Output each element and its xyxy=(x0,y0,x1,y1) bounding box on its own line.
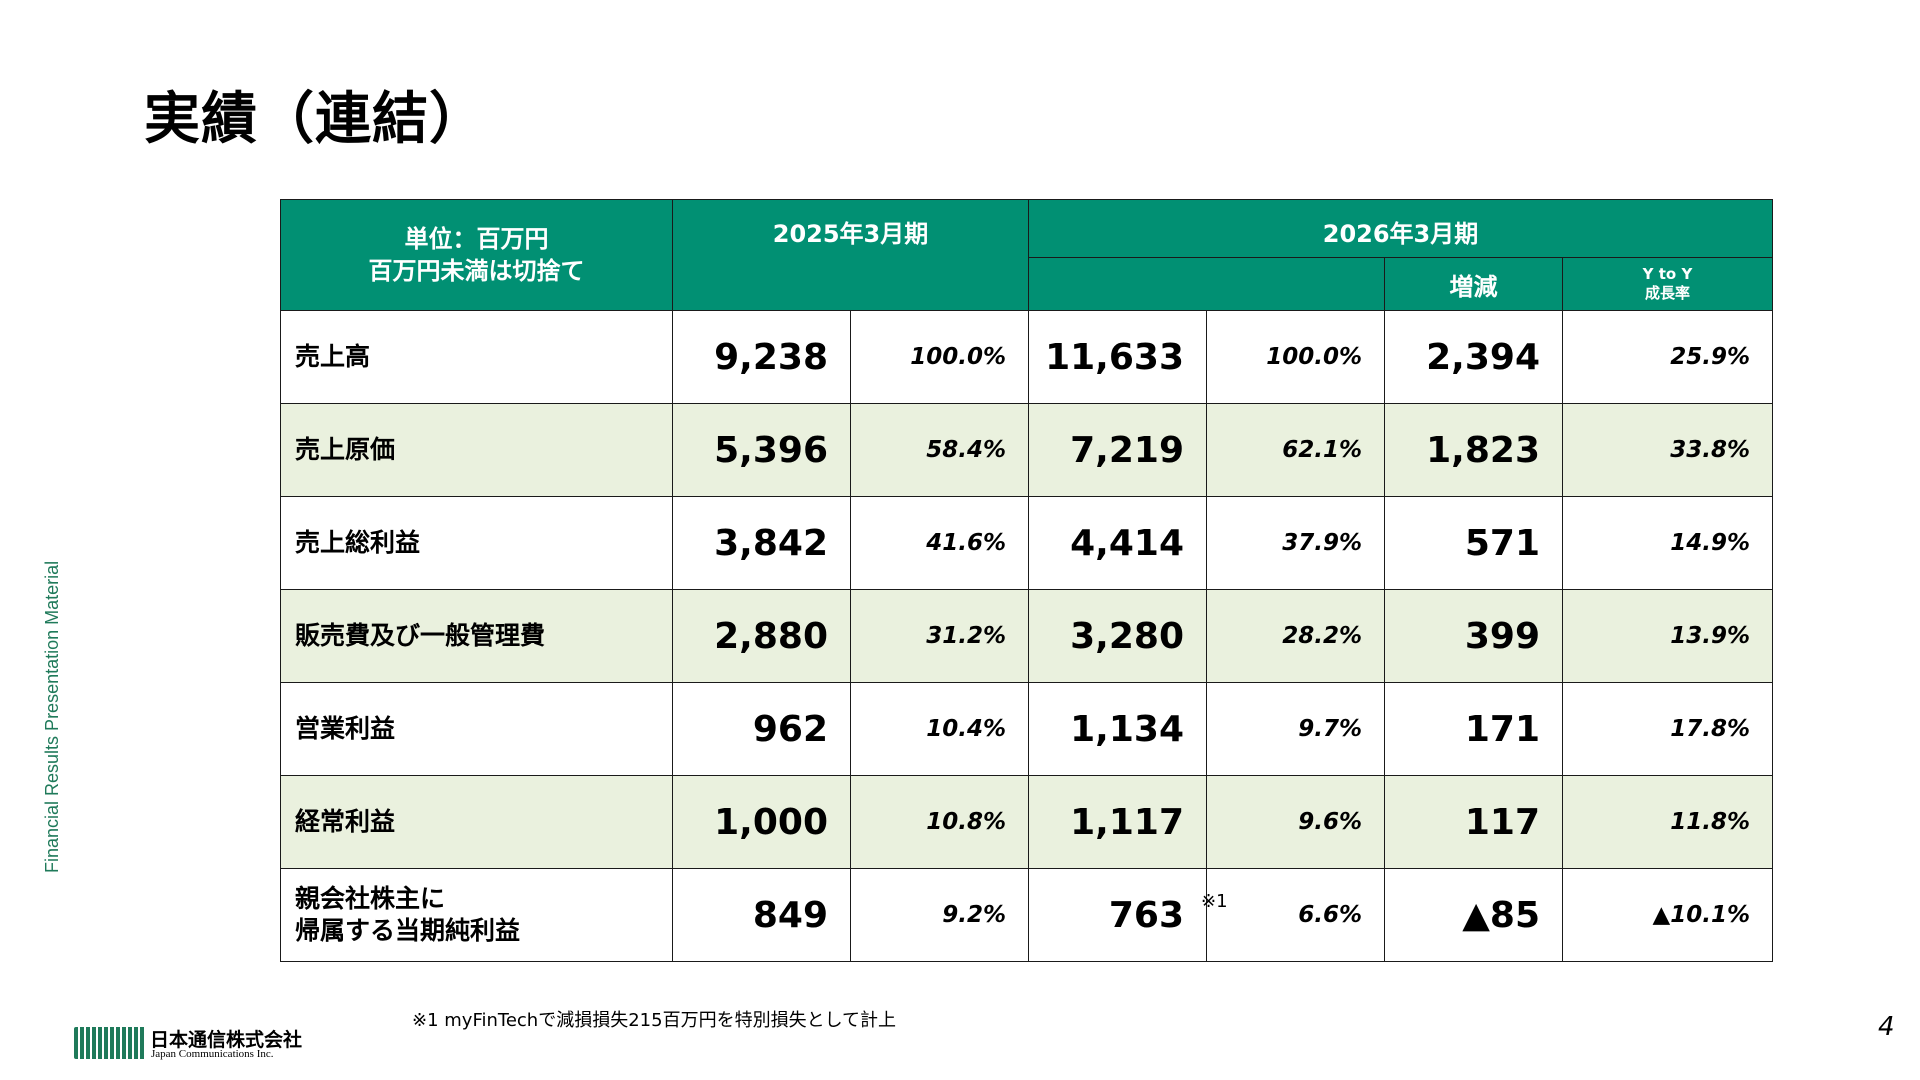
page-number: 4 xyxy=(1878,1012,1895,1042)
table-row: 売上総利益 3,842 41.6% 4,414 37.9% 571 14.9% xyxy=(280,496,1773,590)
change-value: 2,394 xyxy=(1384,310,1563,404)
curr-pct: 62.1% xyxy=(1206,403,1385,497)
table-row: 営業利益 962 10.4% 1,134 9.7% 171 17.8% xyxy=(280,682,1773,776)
results-table: 単位：百万円 百万円未満は切捨て 2025年3月期 2026年3月期 増減 Y … xyxy=(280,199,1773,962)
logo-company-english: Japan Communications Inc. xyxy=(151,1048,274,1060)
table-row: 親会社株主に 帰属する当期純利益 849 9.2% 763 ※1 6.6% ▲8… xyxy=(280,868,1773,962)
yoy-value: 14.9% xyxy=(1562,496,1773,590)
row-label: 販売費及び一般管理費 xyxy=(280,589,673,683)
yoy-value: 25.9% xyxy=(1562,310,1773,404)
prev-value: 849 xyxy=(672,868,851,962)
curr-pct: 28.2% xyxy=(1206,589,1385,683)
table-row: 売上原価 5,396 58.4% 7,219 62.1% 1,823 33.8% xyxy=(280,403,1773,497)
year-curr-spacer xyxy=(1028,257,1385,311)
curr-value: 1,117 xyxy=(1028,775,1207,869)
yoy-line-1: Y to Y xyxy=(1642,265,1693,283)
row-label: 売上高 xyxy=(280,310,673,404)
change-value: 399 xyxy=(1384,589,1563,683)
year-curr-header: 2026年3月期 xyxy=(1028,199,1773,258)
curr-value: 1,134 xyxy=(1028,682,1207,776)
row-label-line-1: 親会社株主に xyxy=(295,884,446,913)
logo-company-name: 日本通信株式会社 xyxy=(150,1029,303,1051)
footnote: ※1 myFinTechで減損損失215百万円を特別損失として計上 xyxy=(412,1010,897,1031)
yoy-value: 13.9% xyxy=(1562,589,1773,683)
table-row: 経常利益 1,000 10.8% 1,117 9.6% 117 11.8% xyxy=(280,775,1773,869)
prev-value: 962 xyxy=(672,682,851,776)
curr-pct: 37.9% xyxy=(1206,496,1385,590)
prev-value: 1,000 xyxy=(672,775,851,869)
row-label: 親会社株主に 帰属する当期純利益 xyxy=(280,868,673,962)
prev-pct: 10.8% xyxy=(850,775,1029,869)
row-label: 経常利益 xyxy=(280,775,673,869)
row-label: 営業利益 xyxy=(280,682,673,776)
curr-value: 11,633 xyxy=(1028,310,1207,404)
page-title: 実績（連結） xyxy=(144,87,486,152)
table-row: 売上高 9,238 100.0% 11,633 100.0% 2,394 25.… xyxy=(280,310,1773,404)
yoy-value: 17.8% xyxy=(1562,682,1773,776)
curr-pct: 9.7% xyxy=(1206,682,1385,776)
unit-header: 単位：百万円 百万円未満は切捨て xyxy=(280,199,673,311)
unit-line-1: 単位：百万円 xyxy=(404,225,549,253)
yoy-value: 11.8% xyxy=(1562,775,1773,869)
change-value: 571 xyxy=(1384,496,1563,590)
curr-value: 4,414 xyxy=(1028,496,1207,590)
yoy-value: ▲10.1% xyxy=(1562,868,1773,962)
prev-pct: 31.2% xyxy=(850,589,1029,683)
side-label: Financial Results Presentation Material xyxy=(42,560,62,873)
year-prev-header: 2025年3月期 xyxy=(672,199,1029,311)
jci-logo-icon xyxy=(74,1027,146,1059)
row-label-line-2: 帰属する当期純利益 xyxy=(295,916,521,945)
curr-pct: 100.0% xyxy=(1206,310,1385,404)
row-label: 売上原価 xyxy=(280,403,673,497)
row-label: 売上総利益 xyxy=(280,496,673,590)
change-value: ▲85 xyxy=(1384,868,1563,962)
change-value: 1,823 xyxy=(1384,403,1563,497)
curr-value: 763 xyxy=(1108,894,1184,936)
curr-pct: 6.6% xyxy=(1206,868,1385,962)
change-value: 117 xyxy=(1384,775,1563,869)
footnote-marker: ※1 xyxy=(1201,891,1228,912)
change-header: 増減 xyxy=(1384,257,1563,311)
prev-pct: 41.6% xyxy=(850,496,1029,590)
curr-pct: 9.6% xyxy=(1206,775,1385,869)
curr-value: 3,280 xyxy=(1028,589,1207,683)
prev-pct: 100.0% xyxy=(850,310,1029,404)
prev-value: 3,842 xyxy=(672,496,851,590)
yoy-line-2: 成長率 xyxy=(1644,284,1690,302)
yoy-header: Y to Y 成長率 xyxy=(1562,257,1773,311)
prev-value: 5,396 xyxy=(672,403,851,497)
curr-value-cell: 763 ※1 xyxy=(1028,868,1228,962)
prev-pct: 9.2% xyxy=(850,868,1029,962)
change-value: 171 xyxy=(1384,682,1563,776)
prev-value: 9,238 xyxy=(672,310,851,404)
table-row: 販売費及び一般管理費 2,880 31.2% 3,280 28.2% 399 1… xyxy=(280,589,1773,683)
unit-line-2: 百万円未満は切捨て xyxy=(368,257,585,285)
prev-value: 2,880 xyxy=(672,589,851,683)
prev-pct: 10.4% xyxy=(850,682,1029,776)
prev-pct: 58.4% xyxy=(850,403,1029,497)
curr-value: 7,219 xyxy=(1028,403,1207,497)
yoy-value: 33.8% xyxy=(1562,403,1773,497)
